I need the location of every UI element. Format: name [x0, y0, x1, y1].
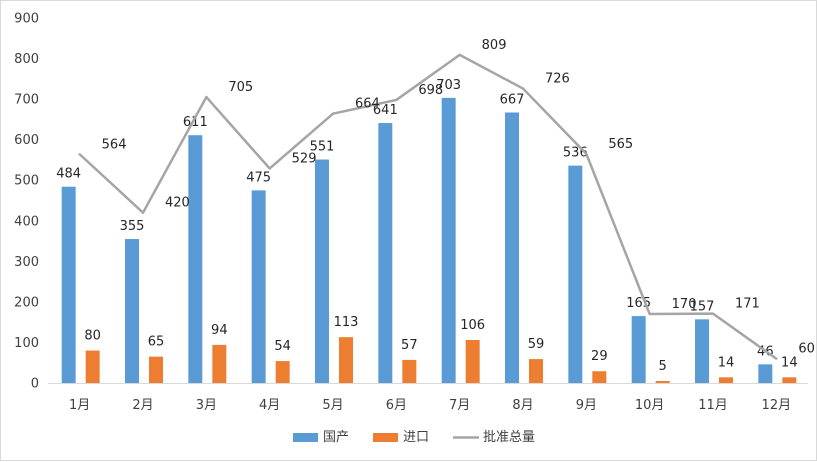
- data-label-total: 171: [735, 297, 760, 312]
- x-tick-label: 6月: [386, 398, 407, 413]
- data-label-import: 14: [781, 355, 798, 370]
- y-tick-label: 500: [14, 174, 39, 189]
- y-tick-label: 700: [14, 93, 39, 108]
- line-total: [78, 53, 778, 360]
- bar-domestic: [251, 190, 266, 383]
- bar-import: [275, 361, 290, 383]
- data-label-total: 60: [798, 342, 815, 357]
- line-point-total: [205, 95, 208, 99]
- bar-domestic: [505, 112, 519, 383]
- line-point-total: [331, 112, 335, 115]
- bar-import: [719, 377, 733, 383]
- bar-domestic: [378, 123, 393, 384]
- bar-domestic: [631, 316, 646, 383]
- x-tick-label: 2月: [132, 398, 153, 413]
- line-point-total: [521, 87, 525, 90]
- data-label-total: 565: [608, 137, 633, 152]
- data-label-import: 94: [211, 323, 228, 338]
- data-label-import: 57: [401, 338, 418, 353]
- x-tick-label: 3月: [196, 398, 217, 413]
- bar-import: [149, 356, 163, 383]
- y-tick-label: 300: [14, 255, 39, 270]
- bar-domestic: [568, 165, 583, 383]
- y-tick-label: 100: [14, 336, 39, 351]
- data-label-import: 14: [718, 355, 735, 370]
- line-point-total: [78, 153, 81, 156]
- line-point-total: [711, 312, 715, 315]
- y-tick-label: 600: [14, 133, 39, 148]
- data-label-domestic: 641: [373, 103, 398, 118]
- legend-label-total: 批准总量: [483, 430, 535, 445]
- bar-import: [465, 340, 480, 383]
- x-tick-label: 12月: [762, 398, 792, 413]
- bar-import: [529, 359, 543, 383]
- data-label-total: 726: [545, 72, 570, 87]
- data-label-domestic: 475: [246, 170, 271, 185]
- data-label-domestic: 355: [120, 219, 145, 234]
- legend-label-import: 进口: [403, 430, 429, 445]
- x-tick-label: 7月: [449, 398, 470, 413]
- x-tick-label: 1月: [69, 398, 90, 413]
- data-label-import: 59: [528, 337, 545, 352]
- bar-domestic: [188, 135, 203, 383]
- line-point-total: [458, 53, 461, 57]
- data-label-import: 65: [148, 335, 165, 350]
- bar-domestic: [61, 186, 76, 383]
- line-point-total: [268, 167, 271, 170]
- x-tick-label: 5月: [322, 398, 343, 413]
- bar-import: [339, 337, 353, 383]
- data-label-total: 420: [165, 196, 190, 211]
- data-label-total: 809: [482, 38, 507, 53]
- legend-swatch-domestic: [293, 433, 318, 442]
- line-point-total: [141, 211, 145, 214]
- bar-domestic: [125, 239, 139, 383]
- y-tick-label: 800: [14, 52, 39, 67]
- x-tick-label: 8月: [512, 398, 533, 413]
- bar-import: [655, 380, 670, 383]
- bar-import: [592, 371, 607, 383]
- data-label-total: 664: [355, 97, 380, 112]
- line-point-total: [648, 312, 651, 316]
- line-point-total: [775, 357, 778, 360]
- data-label-total: 705: [228, 80, 253, 95]
- data-label-domestic: 157: [690, 299, 715, 314]
- x-tick-label: 9月: [576, 398, 597, 413]
- x-tick-label: 4月: [259, 398, 280, 413]
- data-label-total: 564: [102, 137, 127, 152]
- data-label-domestic: 484: [56, 167, 81, 182]
- y-tick-label: 900: [14, 12, 39, 27]
- data-label-domestic: 703: [436, 78, 461, 93]
- data-label-total: 698: [418, 83, 443, 98]
- bar-import: [85, 350, 100, 383]
- x-tick-label: 11月: [698, 398, 728, 413]
- data-label-import: 80: [84, 329, 101, 344]
- legend-swatch-import: [373, 433, 398, 442]
- bar-import: [402, 359, 417, 383]
- data-label-import: 54: [274, 339, 291, 354]
- y-tick-label: 400: [14, 214, 39, 229]
- data-label-total: 529: [292, 151, 317, 166]
- bar-domestic: [441, 97, 456, 384]
- line-point-total: [395, 98, 398, 102]
- data-label-total: 170: [672, 297, 697, 312]
- bar-domestic: [315, 159, 329, 383]
- data-label-domestic: 667: [500, 92, 525, 107]
- y-tick-label: 0: [31, 377, 39, 392]
- data-label-import: 5: [659, 359, 667, 374]
- bar-domestic: [758, 364, 773, 383]
- data-label-import: 29: [591, 349, 608, 364]
- data-label-domestic: 551: [310, 140, 335, 155]
- data-label-import: 106: [460, 318, 485, 333]
- x-tick-label: 10月: [635, 398, 665, 413]
- line-point-total: [585, 152, 588, 156]
- bar-domestic: [695, 319, 709, 383]
- bar-import: [212, 344, 227, 383]
- y-tick-label: 200: [14, 295, 39, 310]
- data-label-import: 113: [334, 315, 359, 330]
- legend-label-domestic: 国产: [323, 430, 349, 445]
- bar-import: [782, 377, 797, 383]
